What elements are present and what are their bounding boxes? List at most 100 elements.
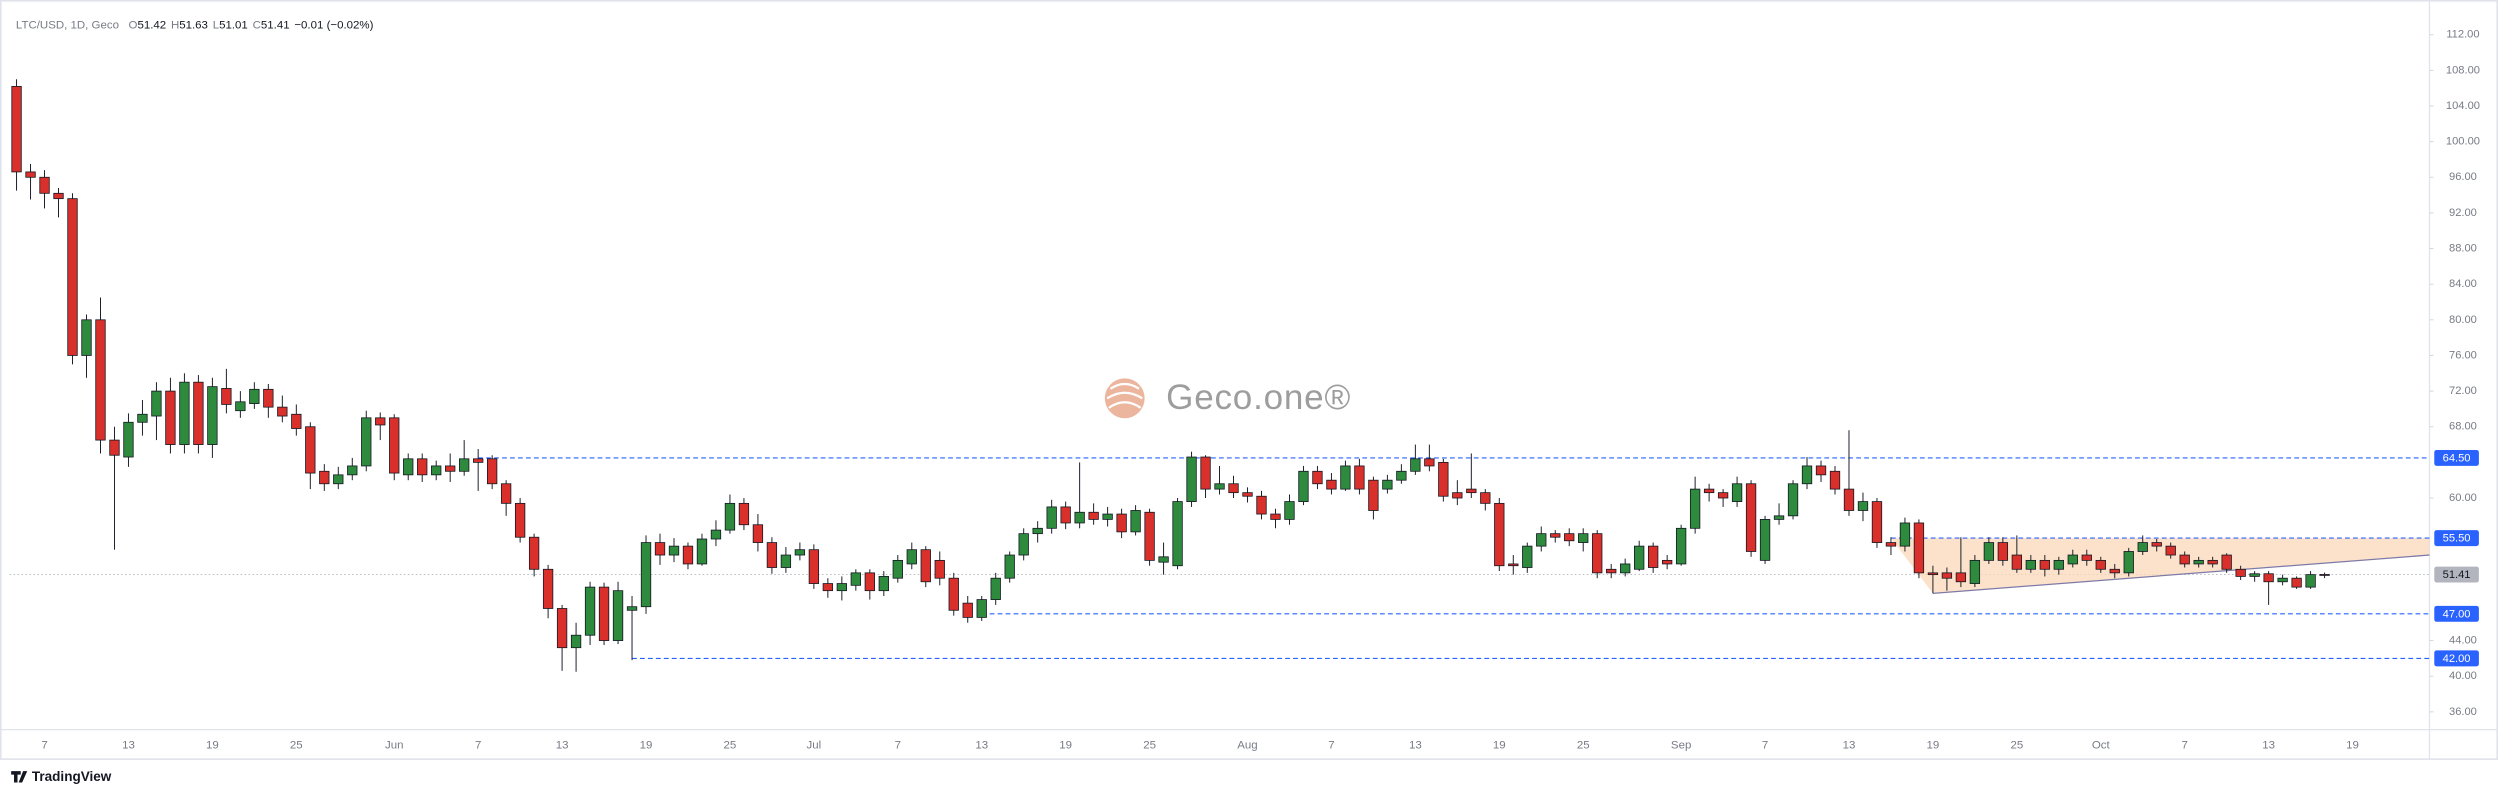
candle-body — [333, 474, 344, 485]
x-tick-label: 19 — [1493, 740, 1506, 752]
candle-body — [1144, 511, 1155, 561]
candle-body — [473, 458, 484, 463]
candle-body — [1969, 559, 1981, 584]
candle-body — [53, 192, 64, 200]
candle-body — [514, 502, 526, 538]
candle-body — [654, 542, 666, 556]
candle-body — [1396, 470, 1407, 481]
candle-body — [361, 417, 372, 467]
candle-body — [1326, 479, 1337, 490]
x-tick-label: 19 — [640, 740, 653, 752]
candle-body — [1885, 542, 1897, 547]
x-tick-label: 13 — [1409, 740, 1422, 752]
candle-body — [25, 171, 36, 178]
candle-body — [1172, 501, 1183, 567]
candle-body — [445, 465, 456, 472]
candle-body — [864, 572, 875, 592]
candle-body — [389, 417, 400, 474]
candle-body — [1200, 456, 1211, 490]
candle-body — [1130, 510, 1141, 533]
candle-body — [403, 458, 414, 476]
price-tag — [2434, 449, 2479, 466]
trendline — [1932, 554, 2430, 594]
x-tick-label: 13 — [2262, 740, 2275, 752]
candle-body — [39, 176, 50, 194]
x-tick-label: 13 — [556, 740, 569, 752]
price-tag-label: 64.50 — [2443, 452, 2471, 464]
candle-body — [612, 590, 624, 641]
candle-body — [2207, 559, 2218, 565]
watermark: Geco.one® — [1104, 378, 1350, 419]
candle-body — [1074, 511, 1085, 524]
x-tick-label: Jul — [807, 740, 822, 752]
x-tick-label: 19 — [206, 740, 219, 752]
candle-body — [2179, 554, 2190, 565]
candle-body — [1675, 527, 1687, 565]
candle-body — [2193, 559, 2204, 565]
x-tick-label: 19 — [2346, 740, 2359, 752]
x-tick-label: 25 — [290, 740, 303, 752]
candle-body — [1773, 515, 1785, 520]
price-tag — [2434, 605, 2479, 622]
candle-body — [2235, 568, 2246, 577]
candle-body — [1759, 518, 1771, 561]
candle-body — [67, 198, 78, 356]
x-tick-label: 7 — [1328, 740, 1334, 752]
candle-body — [1242, 492, 1253, 497]
candle-body — [1340, 465, 1351, 490]
candle-body — [305, 426, 316, 474]
candle-body — [486, 458, 498, 485]
candle-body — [221, 388, 232, 405]
x-tick-label: 7 — [475, 740, 481, 752]
candle-body — [808, 549, 820, 584]
candle-body — [2095, 559, 2106, 570]
candle-body — [556, 608, 568, 649]
candle-body — [2151, 542, 2162, 547]
x-tick-label: 7 — [2182, 740, 2188, 752]
candle-body — [1648, 545, 1659, 568]
candle-body — [1368, 479, 1379, 511]
legend-value: 51.41 — [261, 20, 290, 32]
candle-body — [2277, 577, 2288, 583]
candle-body — [263, 388, 274, 408]
x-tick-label: 7 — [41, 740, 47, 752]
price-tag — [2434, 566, 2479, 583]
footer-logo — [11, 771, 28, 783]
candle-body — [1494, 502, 1505, 567]
candle-body — [598, 586, 610, 641]
candle-body — [1745, 483, 1757, 552]
price-tag — [2434, 650, 2479, 667]
candle-body — [1158, 556, 1169, 563]
candle-body — [1564, 533, 1575, 542]
candle-body — [347, 465, 358, 476]
candle-body — [2081, 554, 2092, 561]
x-tick-label: 13 — [1843, 740, 1856, 752]
candle-body — [1731, 483, 1743, 502]
legend-change: −0.01 (−0.02%) — [294, 20, 373, 32]
candle-body — [878, 576, 889, 592]
footer-text: TradingView — [32, 769, 112, 784]
candle-body — [123, 421, 134, 458]
candle-body — [1578, 533, 1589, 543]
candle-body — [1256, 495, 1267, 515]
candle-body — [319, 470, 330, 485]
candle-body — [892, 559, 903, 579]
candle-body — [1480, 492, 1491, 504]
footer: TradingView — [11, 769, 112, 784]
y-tick-label: 108.00 — [2446, 64, 2480, 76]
candle-body — [752, 524, 764, 543]
chart-frame — [0, 0, 2498, 760]
x-tick-label: 13 — [975, 740, 988, 752]
candle-body — [1214, 483, 1225, 490]
candle-body — [95, 319, 106, 441]
candle-body — [934, 559, 945, 579]
candle-body — [137, 413, 148, 423]
x-tick-label: 25 — [1143, 740, 1156, 752]
y-tick-label: 60.00 — [2449, 492, 2477, 504]
y-tick-label: 84.00 — [2449, 278, 2477, 290]
candle-body — [584, 586, 596, 636]
candle-body — [2067, 554, 2078, 565]
legend-label: O — [129, 20, 138, 32]
